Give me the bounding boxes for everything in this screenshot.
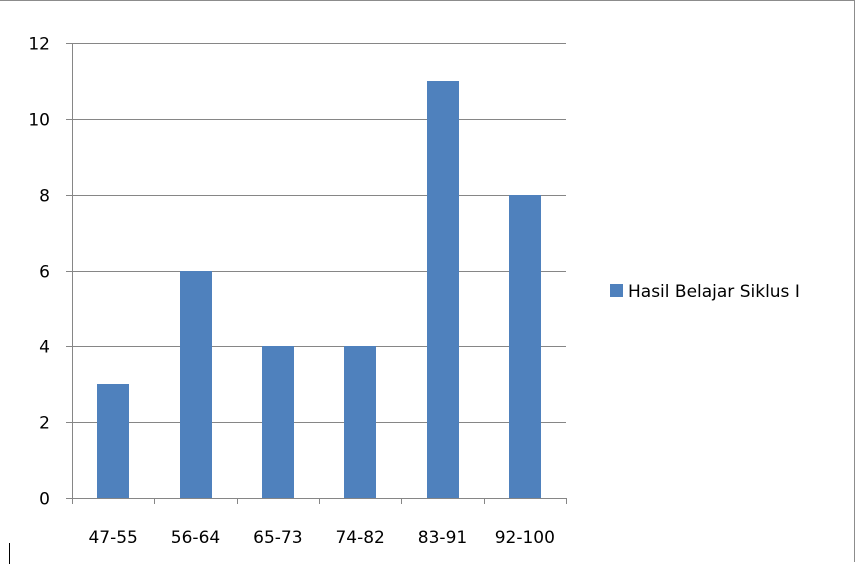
y-tick-labels: 0 2 4 6 8 10 12 [28,35,50,510]
x-tick-label: 65-73 [253,528,302,548]
bar-56-64 [180,271,212,499]
y-tick-label: 4 [39,338,50,358]
y-tick-label: 12 [28,35,50,55]
x-tick-label: 83-91 [418,528,467,548]
bar-92-100 [509,195,541,498]
gridlines [66,43,566,423]
axes [66,43,567,504]
x-tick-label: 92-100 [495,528,555,548]
legend-swatch [610,284,623,297]
legend-label: Hasil Belajar Siklus I [628,282,800,302]
x-tick-label: 47-55 [88,528,137,548]
bar-83-91 [427,81,459,498]
legend: Hasil Belajar Siklus I [610,282,800,302]
bar-74-82 [344,346,376,498]
x-tick-labels: 47-55 56-64 65-73 74-82 83-91 92-100 [88,528,554,548]
bar-65-73 [262,346,294,498]
y-tick-label: 8 [39,187,50,207]
x-tick-label: 74-82 [335,528,384,548]
y-tick-label: 2 [39,414,50,434]
y-tick-label: 0 [39,490,50,510]
y-tick-label: 10 [28,111,50,131]
bar-47-55 [97,384,129,498]
bars [97,81,541,499]
y-tick-label: 6 [39,263,50,283]
x-tick-label: 56-64 [171,528,220,548]
